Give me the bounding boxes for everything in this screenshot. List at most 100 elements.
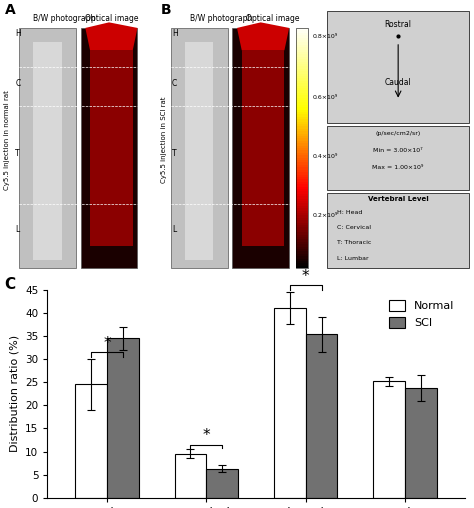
- Bar: [296, 242, 308, 244]
- Bar: [296, 249, 308, 251]
- Bar: [296, 88, 308, 90]
- Bar: [296, 206, 308, 208]
- Bar: [296, 131, 308, 134]
- Polygon shape: [85, 22, 137, 50]
- Bar: [81, 28, 137, 268]
- Text: Optical image: Optical image: [246, 14, 300, 23]
- Text: (p/sec/cm2/sr): (p/sec/cm2/sr): [375, 131, 421, 136]
- Bar: [296, 244, 308, 246]
- Bar: [306, 334, 337, 498]
- Bar: [19, 28, 76, 268]
- Bar: [296, 251, 308, 254]
- Polygon shape: [237, 22, 289, 50]
- Bar: [75, 385, 107, 498]
- Bar: [296, 69, 308, 71]
- Bar: [33, 42, 62, 260]
- Bar: [296, 230, 308, 232]
- Text: 0.2×10⁹: 0.2×10⁹: [313, 213, 338, 217]
- Bar: [296, 93, 308, 95]
- Bar: [274, 308, 306, 498]
- Text: Cy5.5 injection in normal rat: Cy5.5 injection in normal rat: [4, 90, 9, 189]
- Bar: [296, 129, 308, 131]
- Bar: [296, 182, 308, 184]
- Text: H: H: [172, 29, 178, 38]
- Bar: [296, 146, 308, 148]
- Bar: [296, 50, 308, 52]
- Bar: [296, 160, 308, 163]
- Bar: [296, 177, 308, 179]
- Bar: [296, 107, 308, 110]
- Bar: [296, 78, 308, 81]
- Bar: [296, 228, 308, 230]
- Bar: [296, 215, 308, 218]
- Bar: [296, 141, 308, 143]
- Bar: [174, 454, 206, 498]
- Bar: [296, 81, 308, 83]
- Bar: [296, 98, 308, 100]
- Bar: [296, 148, 308, 150]
- Text: B/W photograph: B/W photograph: [33, 14, 96, 23]
- Bar: [296, 256, 308, 259]
- Bar: [296, 189, 308, 192]
- Bar: [296, 179, 308, 182]
- Bar: [185, 42, 213, 260]
- Bar: [296, 210, 308, 213]
- Bar: [296, 139, 308, 141]
- Bar: [296, 74, 308, 76]
- Bar: [296, 155, 308, 157]
- Bar: [296, 114, 308, 117]
- Bar: [296, 196, 308, 199]
- Bar: [296, 165, 308, 167]
- Bar: [296, 35, 308, 38]
- Bar: [327, 11, 469, 123]
- Bar: [296, 119, 308, 121]
- Text: C: C: [172, 79, 177, 88]
- Bar: [296, 110, 308, 112]
- Bar: [296, 47, 308, 50]
- Bar: [296, 194, 308, 196]
- Text: T: Thoracic: T: Thoracic: [337, 240, 371, 245]
- Bar: [296, 103, 308, 105]
- Bar: [296, 64, 308, 67]
- Bar: [296, 163, 308, 165]
- Bar: [296, 100, 308, 103]
- Bar: [296, 175, 308, 177]
- Bar: [296, 259, 308, 261]
- Bar: [296, 134, 308, 136]
- Text: A: A: [5, 3, 16, 17]
- Text: *: *: [103, 336, 111, 351]
- Bar: [296, 167, 308, 170]
- Text: Cy5.5 injection in SCI rat: Cy5.5 injection in SCI rat: [161, 97, 166, 183]
- Bar: [296, 266, 308, 268]
- Text: 0.6×10⁹: 0.6×10⁹: [313, 96, 338, 100]
- Bar: [296, 33, 308, 35]
- Legend: Normal, SCI: Normal, SCI: [384, 295, 459, 332]
- Text: T: T: [172, 149, 177, 158]
- Bar: [327, 193, 469, 268]
- Text: B/W photograph: B/W photograph: [190, 14, 252, 23]
- Text: L: L: [15, 225, 19, 234]
- Bar: [296, 28, 308, 268]
- Bar: [296, 28, 308, 30]
- Bar: [296, 71, 308, 74]
- Y-axis label: Distribution ratio (%): Distribution ratio (%): [9, 335, 19, 452]
- Bar: [296, 235, 308, 237]
- Bar: [296, 38, 308, 40]
- Text: T: T: [15, 149, 20, 158]
- Bar: [296, 112, 308, 114]
- Bar: [296, 172, 308, 175]
- Bar: [296, 136, 308, 139]
- Text: L: Lumbar: L: Lumbar: [337, 256, 368, 261]
- Text: Rostral: Rostral: [385, 19, 411, 28]
- Bar: [296, 150, 308, 153]
- Bar: [296, 121, 308, 124]
- Bar: [296, 45, 308, 47]
- Bar: [296, 218, 308, 220]
- Bar: [296, 40, 308, 42]
- Bar: [296, 57, 308, 59]
- Bar: [296, 95, 308, 98]
- Bar: [296, 52, 308, 54]
- Bar: [296, 90, 308, 93]
- Bar: [296, 264, 308, 266]
- Bar: [373, 381, 405, 498]
